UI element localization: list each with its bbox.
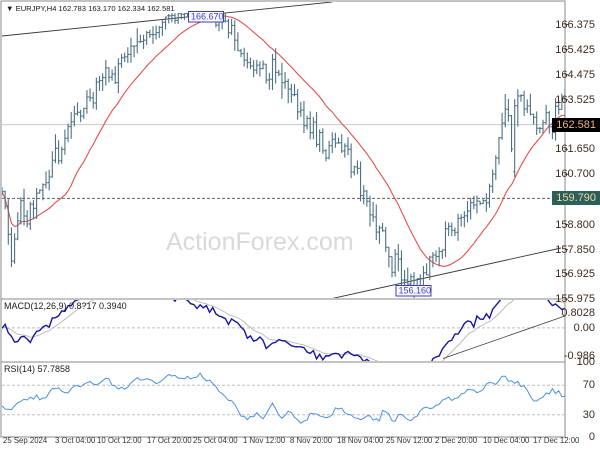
svg-text:166.670: 166.670 [191,12,224,22]
svg-text:156.160: 156.160 [399,286,432,296]
